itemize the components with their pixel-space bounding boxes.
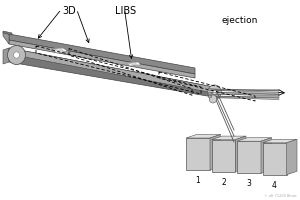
Polygon shape	[286, 139, 297, 175]
Polygon shape	[262, 143, 286, 175]
Text: ejection: ejection	[222, 16, 258, 25]
Polygon shape	[9, 40, 195, 78]
Polygon shape	[3, 32, 9, 44]
Polygon shape	[186, 138, 210, 170]
Text: 2: 2	[221, 178, 226, 187]
Polygon shape	[9, 48, 219, 98]
Polygon shape	[3, 48, 9, 64]
Ellipse shape	[208, 96, 212, 98]
Ellipse shape	[209, 95, 217, 103]
Polygon shape	[210, 134, 220, 170]
Ellipse shape	[208, 89, 212, 91]
Polygon shape	[262, 139, 297, 143]
Polygon shape	[210, 92, 279, 95]
Polygon shape	[237, 138, 272, 141]
Text: 1: 1	[196, 176, 200, 185]
Text: LIBS: LIBS	[116, 6, 136, 16]
Ellipse shape	[8, 46, 26, 64]
Polygon shape	[236, 136, 246, 172]
Polygon shape	[52, 48, 64, 51]
Ellipse shape	[14, 52, 20, 58]
Polygon shape	[261, 138, 272, 173]
Ellipse shape	[208, 92, 212, 94]
Polygon shape	[186, 134, 220, 138]
Polygon shape	[212, 136, 246, 140]
Text: 4: 4	[272, 181, 277, 190]
Polygon shape	[128, 63, 138, 65]
Polygon shape	[210, 96, 279, 98]
Polygon shape	[9, 34, 195, 74]
Ellipse shape	[212, 90, 217, 94]
Text: 3: 3	[247, 179, 251, 188]
Text: 3D: 3D	[62, 6, 76, 16]
Polygon shape	[237, 141, 261, 173]
Polygon shape	[51, 48, 68, 53]
Polygon shape	[9, 48, 219, 94]
Polygon shape	[212, 140, 236, 172]
Text: © aft 71200 Binas: © aft 71200 Binas	[264, 194, 297, 198]
Polygon shape	[3, 31, 12, 35]
Polygon shape	[126, 62, 141, 66]
Ellipse shape	[208, 85, 221, 99]
Polygon shape	[210, 89, 279, 91]
